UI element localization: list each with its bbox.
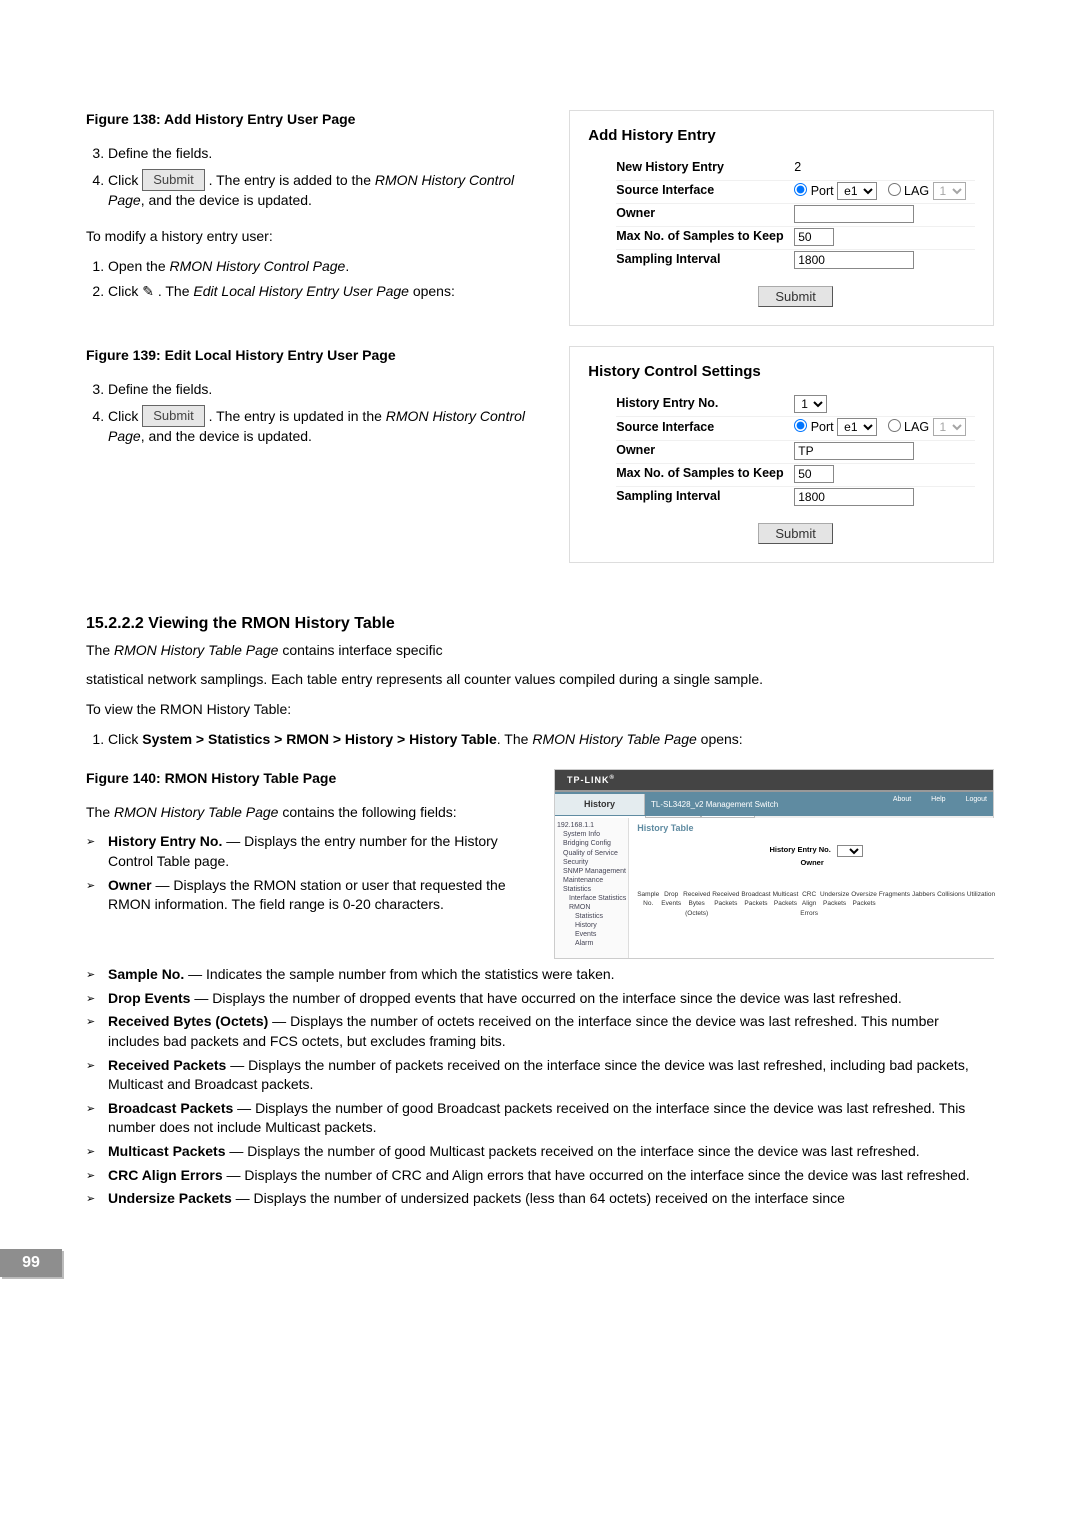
hcs-max-samples-label: Max No. of Samples to Keep [616,465,794,483]
port-select[interactable]: e1 [837,182,877,200]
field-undersize-packets: Undersize Packets — Displays the number … [108,1189,994,1209]
max-samples-label: Max No. of Samples to Keep [616,228,794,246]
field-drop-events: Drop Events — Displays the number of dro… [108,989,994,1009]
modify-title: To modify a history entry user: [86,227,553,247]
rhtp-intro2: statistical network samplings. Each tabl… [86,670,994,690]
entry-no-label: History Entry No. [616,395,794,413]
submit-button-inline[interactable]: Submit [142,169,204,191]
ss-help-link: Help [931,795,945,805]
field-history-entry-no: History Entry No. — Displays the entry n… [108,832,538,871]
step-4b: Click Submit . The entry is updated in t… [108,405,553,447]
ss-logout-link: Logout [966,795,987,805]
submit-button[interactable]: Submit [758,286,832,307]
ss-about-link: About [893,795,911,805]
section-15-2-2-2: 15.2.2.2 Viewing the RMON History Table [86,613,994,635]
field-sample-no: Sample No. — Indicates the sample number… [108,965,994,985]
to-view-title: To view the RMON History Table: [86,700,994,720]
hcs-source-interface-label: Source Interface [616,419,794,437]
field-received-packets: Received Packets — Displays the number o… [108,1056,994,1095]
new-history-entry-label: New History Entry [616,159,794,177]
step-3b: Define the fields. [108,380,553,400]
hcs-owner-label: Owner [616,442,794,460]
steps-139: Define the fields. Click Submit . The en… [108,380,553,447]
hcs-port-select[interactable]: e1 [837,418,877,436]
hcs-max-samples-input[interactable] [794,465,834,483]
hcs-panel-title: History Control Settings [588,361,975,382]
add-panel-title: Add History Entry [588,125,975,146]
ss-table-columns: Sample No.Drop EventsReceived Bytes (Oct… [637,890,995,917]
rhtp-fields-intro: The RMON History Table Page contains the… [86,803,538,823]
figure-140-caption: Figure 140: RMON History Table Page [86,769,538,789]
hcs-lag-select[interactable]: 1 [933,418,966,436]
field-received-bytes: Received Bytes (Octets) — Displays the n… [108,1012,994,1051]
rmon-history-table-screenshot: TP-LINK® History TL-SL3428_v2 Management… [554,769,994,959]
ss-entry-select [837,845,863,857]
add-history-entry-panel: Add History Entry New History Entry 2 So… [569,110,994,326]
field-owner: Owner — Displays the RMON station or use… [108,876,538,915]
ss-nav-history: History [555,794,645,815]
sampling-interval-label: Sampling Interval [616,251,794,269]
hcs-port-radio[interactable] [794,419,807,432]
mod-step-2: Click ✎ . The Edit Local History Entry U… [108,282,553,302]
hcs-owner-input[interactable] [794,442,914,460]
step-3: Define the fields. [108,144,553,164]
hcs-sampling-interval-input[interactable] [794,488,914,506]
hcs-lag-radio[interactable] [888,419,901,432]
mod-step-1: Open the RMON History Control Page. [108,257,553,277]
pencil-icon: ✎ [142,283,154,299]
source-interface-label: Source Interface [616,182,794,200]
ss-history-table-title: History Table [637,822,995,835]
steps-138: Define the fields. Click Submit . The en… [108,144,553,211]
hcs-submit-button[interactable]: Submit [758,523,832,544]
new-history-entry-value: 2 [794,159,801,177]
field-multicast-packets: Multicast Packets — Displays the number … [108,1142,994,1162]
rhtp-intro: The RMON History Table Page contains int… [86,641,994,661]
field-broadcast-packets: Broadcast Packets — Displays the number … [108,1099,994,1138]
submit-button-inline-2[interactable]: Submit [142,405,204,427]
page-number: 99 [0,1249,62,1277]
entry-no-select[interactable]: 1 [794,395,827,413]
step-4a: Click Submit . The entry is added to the… [108,169,553,211]
port-radio[interactable] [794,183,807,196]
max-samples-input[interactable] [794,228,834,246]
owner-input[interactable] [794,205,914,223]
to-view-step-1: Click System > Statistics > RMON > Histo… [108,730,994,750]
history-control-settings-panel: History Control Settings History Entry N… [569,346,994,563]
owner-label: Owner [616,205,794,223]
ss-nav-tree: 192.168.1.1 System Info Bridging Config … [555,818,629,958]
sampling-interval-input[interactable] [794,251,914,269]
modify-steps: Open the RMON History Control Page. Clic… [108,257,553,302]
lag-radio[interactable] [888,183,901,196]
hcs-sampling-interval-label: Sampling Interval [616,488,794,506]
figure-139-caption: Figure 139: Edit Local History Entry Use… [86,346,553,366]
field-crc-align-errors: CRC Align Errors — Displays the number o… [108,1166,994,1186]
to-view-steps: Click System > Statistics > RMON > Histo… [108,730,994,750]
figure-138-caption: Figure 138: Add History Entry User Page [86,110,553,130]
lag-select[interactable]: 1 [933,182,966,200]
